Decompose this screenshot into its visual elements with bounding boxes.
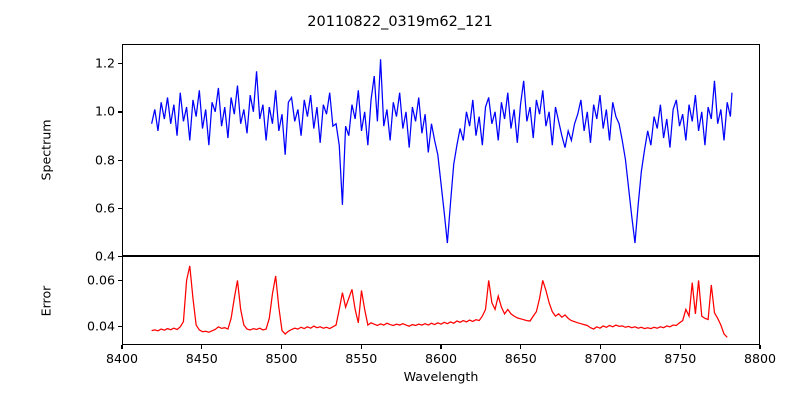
error-y-tick-label: 0.04 (87, 318, 115, 333)
error-y-tick-mark (118, 326, 122, 327)
spectrum-y-tick-label: 1.2 (95, 56, 115, 71)
spectrum-axis-label: Spectrum (39, 119, 54, 180)
wavelength-tick-mark (440, 345, 441, 349)
wavelength-tick-label: 8800 (744, 351, 776, 366)
spectrum-y-tick-mark (118, 208, 122, 209)
wavelength-tick-label: 8700 (584, 351, 616, 366)
spectrum-y-tick-label: 0.6 (95, 200, 115, 215)
wavelength-tick-label: 8600 (425, 351, 457, 366)
wavelength-tick-mark (281, 345, 282, 349)
spectrum-axes (122, 44, 760, 256)
spectrum-y-tick-label: 0.8 (95, 152, 115, 167)
wavelength-tick-mark (121, 345, 122, 349)
spectrum-y-tick-mark (118, 63, 122, 64)
error-axes (122, 256, 760, 345)
error-axis-label: Error (39, 285, 54, 316)
error-line-series (123, 257, 759, 344)
spectrum-y-tick-label: 0.4 (95, 249, 115, 264)
wavelength-tick-mark (361, 345, 362, 349)
page-title: 20110822_0319m62_121 (0, 14, 800, 30)
wavelength-tick-label: 8750 (664, 351, 696, 366)
wavelength-tick-mark (759, 345, 760, 349)
error-y-tick-label: 0.06 (87, 272, 115, 287)
spectrum-y-tick-mark (118, 160, 122, 161)
wavelength-tick-label: 8450 (186, 351, 218, 366)
spectrum-line-series (123, 45, 759, 255)
spectrum-y-tick-mark (118, 111, 122, 112)
wavelength-tick-label: 8500 (265, 351, 297, 366)
wavelength-tick-mark (600, 345, 601, 349)
figure-canvas: 20110822_0319m62_121 0.4 0.6 0.8 1.0 1.2 Spe… (0, 0, 800, 400)
wavelength-tick-label: 8400 (106, 351, 138, 366)
wavelength-axis-label: Wavelength (404, 369, 479, 384)
wavelength-tick-mark (201, 345, 202, 349)
error-y-tick-mark (118, 280, 122, 281)
wavelength-tick-mark (520, 345, 521, 349)
wavelength-tick-label: 8650 (505, 351, 537, 366)
spectrum-y-tick-label: 1.0 (95, 104, 115, 119)
wavelength-tick-label: 8550 (345, 351, 377, 366)
wavelength-tick-mark (680, 345, 681, 349)
